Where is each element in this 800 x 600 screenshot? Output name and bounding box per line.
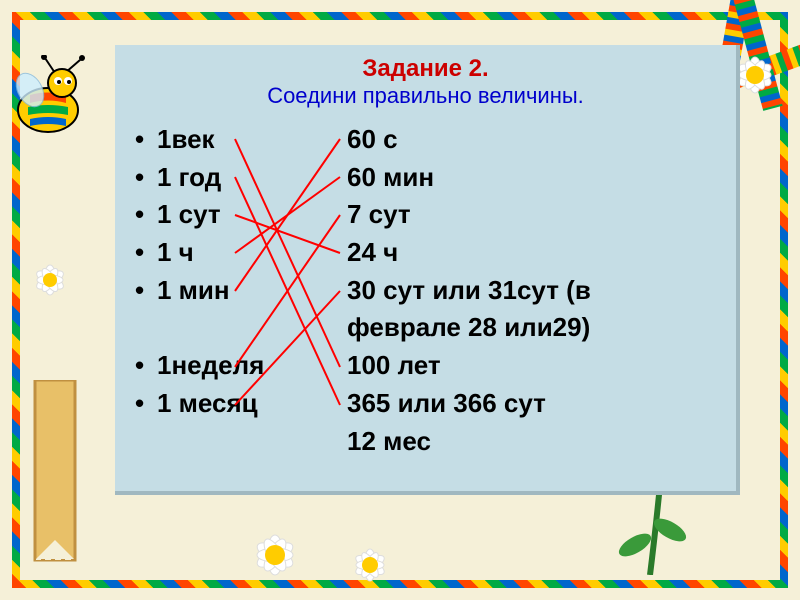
list-row: •1неделя100 лет bbox=[135, 347, 716, 385]
list-row: •1 сут 7 сут bbox=[135, 196, 716, 234]
left-term: 1 месяц bbox=[157, 385, 347, 423]
left-term: 1 год bbox=[157, 159, 347, 197]
list-row: •1 год60 мин bbox=[135, 159, 716, 197]
right-term: 30 сут или 31сут (в bbox=[347, 272, 716, 310]
task-subtitle: Соедини правильно величины. bbox=[135, 83, 716, 109]
bee-decoration bbox=[10, 55, 100, 145]
bullet: • bbox=[135, 196, 157, 234]
bookmark-decoration bbox=[15, 380, 95, 580]
list-row: •1 ч24 ч bbox=[135, 234, 716, 272]
right-term: 24 ч bbox=[347, 234, 716, 272]
right-term: 365 или 366 сут bbox=[347, 385, 716, 423]
right-term: 100 лет bbox=[347, 347, 716, 385]
daisy-decoration-4 bbox=[20, 250, 80, 310]
bullet: • bbox=[135, 121, 157, 159]
left-term: 1неделя bbox=[157, 347, 347, 385]
bullet: • bbox=[135, 385, 157, 423]
list-row: •1 мин30 сут или 31сут (в bbox=[135, 272, 716, 310]
list-row: •1век60 с bbox=[135, 121, 716, 159]
matching-list: •1век60 с•1 год60 мин•1 сут 7 сут•1 ч24 … bbox=[135, 121, 716, 460]
bullet: • bbox=[135, 272, 157, 310]
list-continuation: феврале 28 или29) bbox=[135, 309, 716, 347]
left-term: 1 сут bbox=[157, 196, 347, 234]
bullet: • bbox=[135, 234, 157, 272]
daisy-decoration-1 bbox=[240, 520, 310, 590]
right-term: 7 сут bbox=[347, 196, 716, 234]
right-term: 60 с bbox=[347, 121, 716, 159]
content-panel: Задание 2. Соедини правильно величины. •… bbox=[115, 45, 740, 495]
bullet: • bbox=[135, 347, 157, 385]
left-term: 1 мин bbox=[157, 272, 347, 310]
left-term: 1 ч bbox=[157, 234, 347, 272]
bullet: • bbox=[135, 159, 157, 197]
list-continuation: 12 мес bbox=[135, 423, 716, 461]
right-term: 60 мин bbox=[347, 159, 716, 197]
left-term: 1век bbox=[157, 121, 347, 159]
list-row: •1 месяц365 или 366 сут bbox=[135, 385, 716, 423]
task-title: Задание 2. bbox=[135, 55, 716, 83]
daisy-decoration-2 bbox=[340, 535, 400, 595]
